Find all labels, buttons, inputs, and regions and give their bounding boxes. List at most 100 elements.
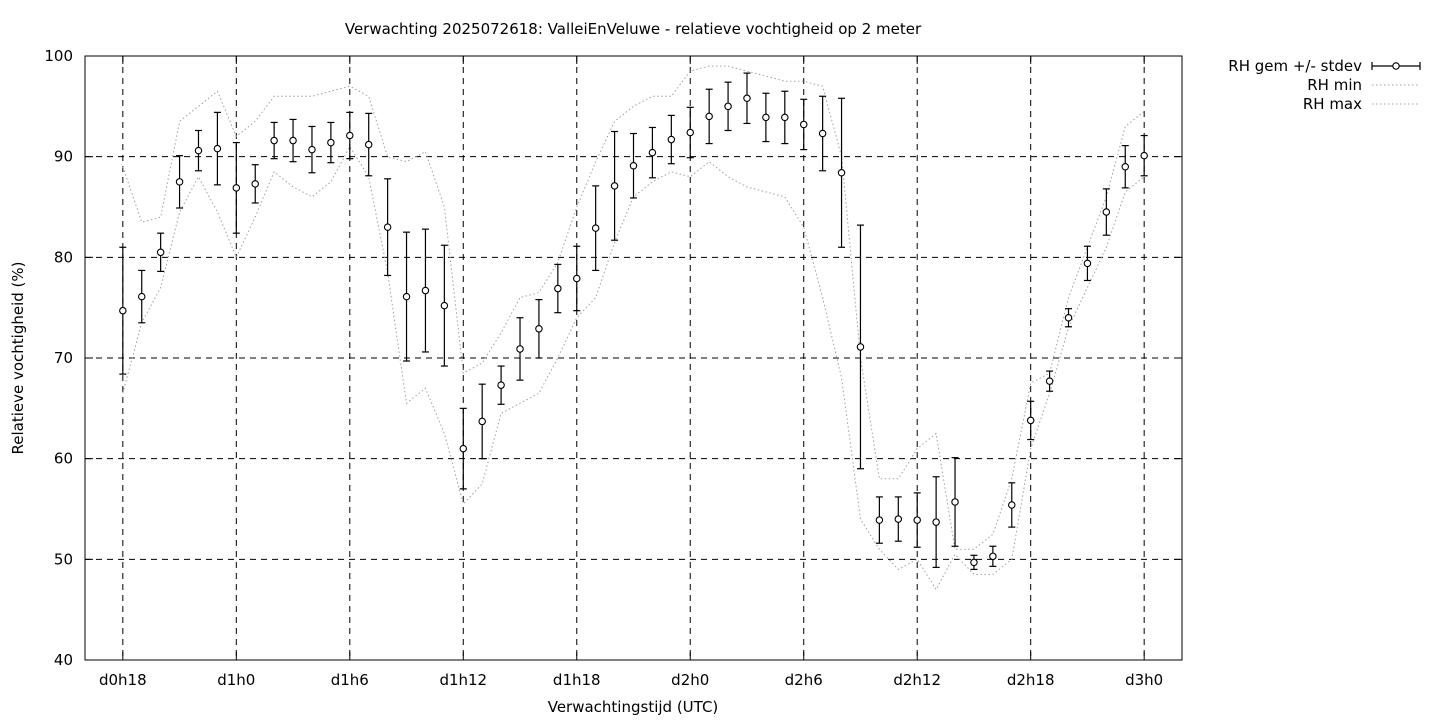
errorbar-point [591, 185, 600, 272]
errorbar-point [308, 125, 316, 174]
mean-marker [346, 131, 354, 140]
mean-marker [573, 274, 581, 283]
mean-marker [1045, 377, 1054, 385]
errorbar-point [1102, 188, 1111, 236]
legend-label: RH gem +/- stdev [1228, 57, 1362, 75]
errorbar-point [837, 97, 846, 248]
errorbar-point [402, 231, 411, 362]
mean-marker [875, 516, 884, 524]
mean-marker [1121, 162, 1130, 171]
errorbar-point [346, 111, 354, 160]
x-tick-label: d1h6 [331, 671, 369, 689]
errorbar-point [894, 496, 903, 542]
errorbar-point [251, 164, 259, 204]
errorbar-point [535, 299, 543, 359]
errorbar-point [1064, 308, 1073, 328]
mean-marker [781, 113, 789, 122]
mean-marker [951, 498, 959, 506]
errorbar-point [383, 178, 392, 277]
mean-marker [327, 138, 335, 147]
errorbar-point [1121, 144, 1130, 189]
mean-marker [743, 94, 751, 103]
x-tick-label: d1h18 [553, 671, 601, 689]
errorbar-point [554, 263, 562, 314]
mean-marker [705, 112, 713, 121]
mean-marker [686, 128, 694, 137]
mean-marker [1064, 313, 1073, 322]
mean-marker [648, 148, 657, 157]
errorbar-point [913, 492, 921, 548]
y-tick-label: 60 [54, 450, 73, 468]
errorbar-point [516, 317, 524, 381]
errorbar-point [137, 269, 146, 324]
errorbar-point [327, 121, 335, 164]
errorbar-point [478, 383, 486, 460]
legend-label: RH min [1307, 76, 1362, 94]
errorbar-point [610, 130, 619, 241]
mean-marker [554, 284, 562, 293]
mean-marker [1008, 501, 1016, 509]
x-axis-title: Verwachtingstijd (UTC) [548, 698, 719, 716]
mean-marker [610, 182, 619, 190]
mean-marker [402, 292, 411, 301]
mean-marker [1102, 208, 1111, 216]
y-tick-label: 80 [54, 248, 73, 266]
mean-marker [308, 145, 316, 154]
x-tick-label: d1h0 [217, 671, 255, 689]
mean-marker [799, 120, 808, 129]
mean-marker [119, 306, 127, 315]
mean-marker [213, 144, 222, 153]
errorbar-point [799, 98, 808, 151]
errorbar-point [856, 224, 865, 470]
errorbar-point [1008, 482, 1016, 528]
mean-marker [535, 325, 543, 333]
errorbar-point [686, 106, 694, 159]
mean-marker [1140, 151, 1148, 160]
mean-marker [1083, 259, 1092, 268]
mean-marker [251, 180, 259, 188]
x-tick-label: d1h12 [439, 671, 487, 689]
mean-marker [818, 129, 827, 138]
x-axis: d0h18 d1h0 d1h6 d1h12 d1h18 d2h0 d2h6 d2h12 d2h1… [99, 56, 1163, 689]
errorbar-point [156, 232, 165, 273]
legend-label: RH max [1303, 95, 1362, 113]
y-axis: 40 50 60 70 80 90 100 [44, 47, 1182, 669]
errorbar-point [497, 365, 505, 405]
errorbar-point [667, 114, 676, 165]
y-tick-label: 90 [54, 148, 73, 166]
errorbar-point [1026, 400, 1035, 441]
mean-marker [913, 516, 921, 524]
mean-marker [762, 113, 770, 122]
y-tick-label: 40 [54, 651, 73, 669]
chart-title: Verwachting 2025072618: ValleiEnVeluwe -… [345, 20, 922, 38]
errorbar-point [932, 476, 940, 568]
errorbar-series [119, 72, 1148, 571]
errorbar-point [421, 228, 430, 353]
errorbar-point [270, 121, 278, 160]
mean-marker [440, 301, 449, 310]
errorbar-point [724, 81, 732, 132]
mean-marker [497, 381, 505, 389]
errorbar-point [989, 545, 997, 567]
mean-marker [232, 184, 241, 192]
errorbar-point [232, 141, 241, 234]
errorbar-point [1083, 245, 1092, 282]
mean-marker [175, 178, 184, 186]
errorbar-point [875, 496, 884, 544]
errorbar-point [119, 246, 127, 375]
errorbar-point [648, 126, 657, 179]
errorbar-point [440, 244, 449, 367]
x-tick-label: d2h18 [1007, 671, 1055, 689]
mean-marker [516, 345, 524, 353]
x-tick-label: d2h6 [785, 671, 823, 689]
errorbar-point [573, 245, 581, 312]
mean-marker [137, 292, 146, 301]
series-line-rh-min [122, 145, 1145, 591]
mean-marker [970, 558, 978, 567]
min-max-band [122, 65, 1145, 591]
mean-marker [270, 136, 278, 145]
errorbar-point [705, 88, 713, 145]
errorbar-point [213, 111, 222, 186]
mean-marker [194, 146, 203, 155]
